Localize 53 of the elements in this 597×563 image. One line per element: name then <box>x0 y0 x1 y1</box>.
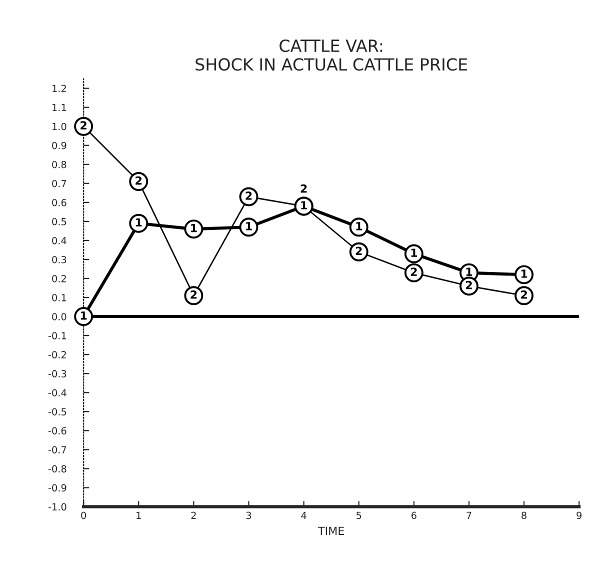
y-tick-label: 0.0 <box>52 313 66 320</box>
y-tick-label: -0.8 <box>48 465 66 472</box>
text: 1 <box>136 218 142 226</box>
x-tick-label: 2 <box>191 512 196 519</box>
y-tick-label: -0.5 <box>48 408 66 416</box>
x-tick-label: 0 <box>81 512 86 520</box>
y-tick-label: 0.5 <box>52 218 66 226</box>
y-tick-label: -0.7 <box>48 446 66 454</box>
text: 1 <box>411 248 418 257</box>
text: 2 <box>80 121 86 130</box>
text: 2 <box>136 176 142 185</box>
text: 1 <box>301 201 307 210</box>
y-tick-label: -0.1 <box>48 332 66 340</box>
y-tick-label: 1.1 <box>52 104 66 112</box>
x-axis-title: TIME <box>318 526 344 535</box>
x-tick-label: 3 <box>246 512 252 520</box>
text: 1 <box>246 222 252 230</box>
text: 2 <box>410 268 417 276</box>
text: 2 <box>356 246 362 255</box>
y-tick-label: 0.7 <box>52 180 66 188</box>
y-tick-label: 1.2 <box>52 84 66 92</box>
y-tick-label: 0.1 <box>52 294 66 302</box>
text: 1 <box>80 311 87 320</box>
text: 2 <box>466 280 472 290</box>
x-tick-label: 4 <box>301 512 306 519</box>
series-label: 1 <box>356 222 362 230</box>
y-tick-label: 0.8 <box>52 160 66 168</box>
y-tick-label: 1.0 <box>52 122 66 130</box>
x-tick-label: 5 <box>356 512 362 520</box>
y-tick-label: -1.0 <box>48 503 66 511</box>
text: 2 <box>521 290 527 299</box>
text: 2 <box>300 184 307 193</box>
x-tick-label: 7 <box>466 512 472 519</box>
y-tick-label: 0.3 <box>52 256 66 264</box>
x-tick-label: 1 <box>136 512 141 519</box>
text: 1 <box>191 224 197 232</box>
y-tick-label: -0.9 <box>48 484 66 492</box>
y-tick-label: -0.3 <box>48 370 66 378</box>
y-tick-label: 0.9 <box>52 142 66 150</box>
chart-title: CATTLE VAR: SHOCK IN ACTUAL CATTLE PRICE <box>196 39 468 71</box>
y-tick-label: -0.2 <box>48 351 66 358</box>
x-tick-label: 6 <box>412 512 416 520</box>
y-tick-label: 0.2 <box>52 274 66 282</box>
y-tick-label: -0.6 <box>48 427 66 434</box>
y-tick-label: 0.4 <box>52 236 66 244</box>
y-tick-label: -0.4 <box>48 389 66 396</box>
y-tick-label: 0.6 <box>52 198 66 206</box>
x-tick-label: 8 <box>522 512 526 520</box>
text: 2 <box>246 192 252 200</box>
text: 1 <box>521 270 528 278</box>
x-tick-label: 9 <box>576 512 582 520</box>
text: 1 <box>466 268 472 276</box>
series-label: 2 <box>190 290 197 299</box>
